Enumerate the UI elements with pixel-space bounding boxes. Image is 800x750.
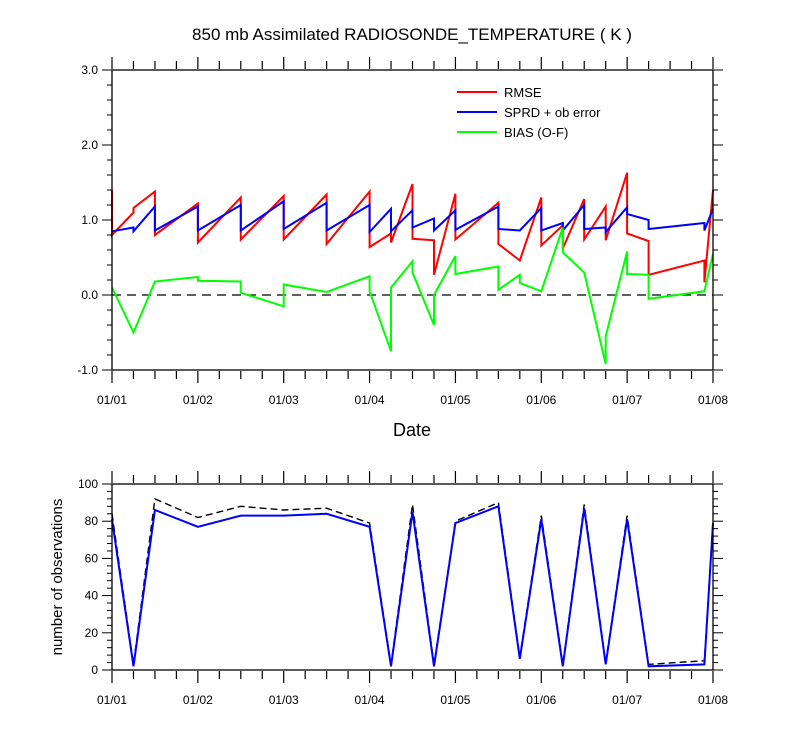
top-series-bias-o-f	[111, 227, 714, 365]
bottom-x-tick-label: 01/07	[612, 693, 642, 707]
chart-title: 850 mb Assimilated RADIOSONDE_TEMPERATUR…	[192, 25, 632, 44]
top-y-tick-label: 1.0	[81, 213, 98, 227]
top-x-tick-label: 01/05	[440, 393, 470, 407]
legend-label: BIAS (O-F)	[504, 125, 568, 140]
top-series-group	[111, 172, 714, 365]
bottom-x-tick-label: 01/04	[355, 693, 385, 707]
bottom-x-tick-label: 01/02	[183, 693, 213, 707]
top-x-tick-label: 01/03	[269, 393, 299, 407]
bottom-x-tick-label: 01/05	[440, 693, 470, 707]
top-x-tick-label: 01/01	[97, 393, 127, 407]
top-y-tick-label: 3.0	[81, 63, 98, 77]
bottom-series-possible	[111, 497, 714, 666]
y-axis-label-observations: number of observations	[49, 499, 66, 656]
bottom-y-tick-label: 80	[85, 514, 99, 528]
bottom-series-assimilated	[111, 504, 714, 668]
top-x-tick-label: 01/04	[355, 393, 385, 407]
bottom-series-group	[111, 497, 714, 668]
top-y-tick-label: 0.0	[81, 288, 98, 302]
bottom-y-tick-label: 100	[78, 477, 98, 491]
top-x-tick-label: 01/02	[183, 393, 213, 407]
top-y-tick-label: -1.0	[77, 363, 98, 377]
top-x-tick-label: 01/07	[612, 393, 642, 407]
bottom-y-tick-label: 60	[85, 551, 99, 565]
top-y-tick-label: 2.0	[81, 138, 98, 152]
bottom-x-tick-label: 01/03	[269, 693, 299, 707]
x-axis-label: Date	[393, 420, 431, 440]
bottom-ticks-group: 0 20 40 60 80 100 01/01 01/02 01/03 01/04 01/05 01/…	[78, 471, 728, 707]
bottom-plot-frame	[111, 483, 714, 671]
legend: RMSE SPRD + ob error BIAS (O-F)	[457, 85, 601, 140]
bottom-y-tick-label: 40	[85, 589, 99, 603]
bottom-x-tick-label: 01/01	[97, 693, 127, 707]
bottom-x-tick-label: 01/06	[526, 693, 556, 707]
bottom-y-tick-label: 20	[85, 626, 99, 640]
bottom-panel: 0 20 40 60 80 100 01/01 01/02 01/03 01/04 01/05 01/…	[49, 471, 728, 707]
top-ticks-group: -1.0 0.0 1.0 2.0 3.0 01/01 01/02 01/03 01/04 01/0…	[77, 57, 728, 407]
bottom-y-tick-label: 0	[91, 663, 98, 677]
legend-label: SPRD + ob error	[504, 105, 601, 120]
top-panel: 850 mb Assimilated RADIOSONDE_TEMPERATUR…	[77, 25, 728, 440]
legend-label: RMSE	[504, 85, 542, 100]
bottom-x-tick-label: 01/08	[698, 693, 728, 707]
top-x-tick-label: 01/06	[526, 393, 556, 407]
top-series-sprd-ob-error	[111, 199, 714, 235]
top-x-tick-label: 01/08	[698, 393, 728, 407]
